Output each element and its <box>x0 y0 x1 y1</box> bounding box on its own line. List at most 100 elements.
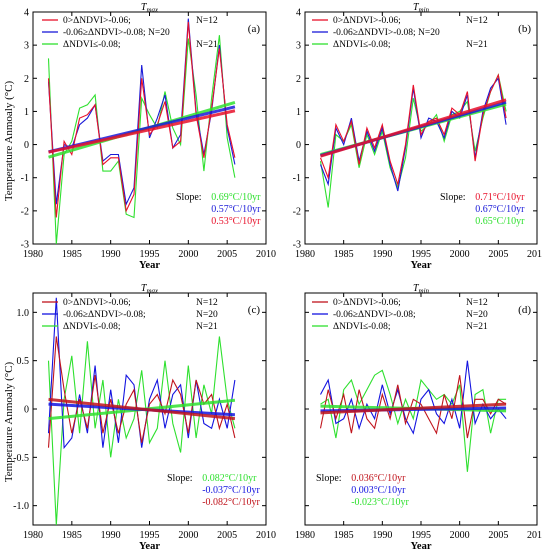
x-tick-label: 1980 <box>295 530 315 541</box>
x-tick-label: 1990 <box>101 249 121 260</box>
legend-label-2: ΔNDVI≤-0.08; <box>63 40 121 50</box>
slope-label: Slope: <box>167 473 193 484</box>
panel-letter: (a) <box>248 23 261 35</box>
y-tick-label: -1 <box>21 173 29 184</box>
x-tick-label: 2010 <box>527 530 542 541</box>
legend-n-2: N=21 <box>196 40 218 50</box>
legend-n-2: N=21 <box>466 40 488 50</box>
series-line-0 <box>47 336 236 448</box>
legend-n-1: N=20 <box>466 310 488 320</box>
legend-label-1: -0.06≥ΔNDVI>-0.08; N=20 <box>333 28 440 38</box>
legend-label-0: 0>ΔNDVI>-0.06; <box>63 298 131 308</box>
x-tick-label: 2005 <box>217 530 237 541</box>
x-tick-label: 1985 <box>334 249 354 260</box>
x-tick-label: 1990 <box>372 530 392 541</box>
series-line-2 <box>319 73 507 208</box>
trend-line-0 <box>48 397 236 421</box>
y-tick-label: 3 <box>24 41 29 52</box>
legend-n-0: N=12 <box>466 298 488 308</box>
panel-letter: (d) <box>518 304 531 316</box>
legend-label-2: ΔNDVI≤-0.08; <box>63 322 121 332</box>
y-tick-label: 4 <box>296 8 301 19</box>
slope-value-2: -0.023°C/10yr <box>351 497 409 508</box>
y-tick-label: 0 <box>296 140 301 151</box>
legend-n-0: N=12 <box>196 298 218 308</box>
x-tick-label: 2000 <box>178 249 198 260</box>
y-axis-label-top: Temperature Anmoaly (°C) <box>3 81 15 202</box>
x-tick-label: 1990 <box>101 530 121 541</box>
series-line-0 <box>47 21 236 218</box>
panel-title: Tmin <box>413 283 430 295</box>
slope-value-0: 0.71°C/10yr <box>475 192 525 203</box>
slope-label: Slope: <box>176 192 202 203</box>
slope-value-2: 0.082°C/10yr <box>202 473 257 484</box>
legend-label-1: -0.06≥ΔNDVI>-0.08; <box>63 310 146 320</box>
slope-value-1: -0.037°C/10yr <box>202 485 260 496</box>
legend-n-2: N=21 <box>196 322 218 332</box>
x-axis-label: Year <box>411 260 432 271</box>
y-tick-label: 2 <box>296 74 301 85</box>
slope-label: Slope: <box>440 192 466 203</box>
series-line-0 <box>319 73 507 187</box>
series-line-0 <box>319 375 507 439</box>
plot-area <box>319 73 507 208</box>
panel-letter: (c) <box>248 304 261 316</box>
legend-label-2: ΔNDVI≤-0.08; <box>333 322 391 332</box>
legend-label-0: 0>ΔNDVI>-0.06; <box>63 16 131 26</box>
slope-value-2: 0.69°C/10yr <box>211 192 261 203</box>
panel-d: 1980 1985 1990 1995 2000 2005 2010 Year Tmin (d) 0… <box>295 283 542 550</box>
series-line-2 <box>47 35 236 244</box>
y-tick-label: -1.0 <box>13 501 29 512</box>
x-tick-label: 1995 <box>411 249 431 260</box>
legend-label-1: -0.06≥ΔNDVI>-0.08; <box>333 310 416 320</box>
trend-line-0 <box>48 109 236 154</box>
panel-a: 1980 1985 1990 1995 2000 2005 2010 -3 -2 -1 0 1 2 3 4 Y… <box>21 2 276 271</box>
legend-n-0: N=12 <box>196 16 218 26</box>
x-tick-label: 2005 <box>217 249 237 260</box>
x-tick-label: 2010 <box>256 249 276 260</box>
y-tick-label: -3 <box>21 240 29 251</box>
slope-value-0: -0.082°C/10yr <box>202 497 260 508</box>
y-tick-label: 0 <box>24 405 29 416</box>
x-tick-label: 2005 <box>488 530 508 541</box>
x-tick-label: 1980 <box>295 249 315 260</box>
y-tick-label: 4 <box>24 8 29 19</box>
y-tick-label: 2 <box>24 74 29 85</box>
y-tick-label: 1 <box>296 107 301 118</box>
slope-value-1: 0.57°C/10yr <box>211 204 261 215</box>
panel-c: 1980 1985 1990 1995 2000 2005 2010 -1.0 -0.5 0 0.5… <box>13 283 276 550</box>
x-tick-label: 1980 <box>23 530 43 541</box>
x-axis-label: Year <box>139 541 160 550</box>
x-tick-label: 2000 <box>450 249 470 260</box>
x-tick-label: 2010 <box>256 530 276 541</box>
x-tick-label: 2000 <box>178 530 198 541</box>
y-axis-label-bottom: Temperature Anmoaly (°C) <box>3 362 15 483</box>
y-tick-label: 3 <box>296 41 301 52</box>
legend-label-0: 0>ΔNDVI>-0.06; <box>333 298 401 308</box>
x-tick-label: 1995 <box>140 249 160 260</box>
panels: 1980 1985 1990 1995 2000 2005 2010-3-2-101234Y… <box>13 2 542 550</box>
slope-value-2: 0.65°C/10yr <box>475 216 525 227</box>
panel-letter: (b) <box>518 23 531 35</box>
y-tick-label: 1.0 <box>17 308 30 319</box>
y-tick-label: -0.5 <box>13 453 29 464</box>
x-tick-label: 1985 <box>62 530 82 541</box>
legend-label-2: ΔNDVI≤-0.08; <box>333 40 391 50</box>
plot-area <box>47 18 236 244</box>
x-tick-label: 1990 <box>372 249 392 260</box>
panel-b: 1980 1985 1990 1995 2000 2005 2010 -3 -2 -1 0 1 2 3 4 Y… <box>293 2 542 271</box>
series-line-1 <box>47 297 236 450</box>
trend-line-0 <box>320 98 507 158</box>
series-line-2 <box>47 336 236 525</box>
x-tick-label: 1995 <box>140 530 160 541</box>
y-tick-label: 1 <box>24 107 29 118</box>
y-tick-label: 0 <box>24 140 29 151</box>
panel-title: Tmax <box>141 2 159 14</box>
slope-value-1: 0.67°C/10yr <box>475 204 525 215</box>
x-tick-label: 2000 <box>450 530 470 541</box>
legend-n-0: N=12 <box>466 16 488 26</box>
x-tick-label: 1985 <box>62 249 82 260</box>
slope-value-1: 0.003°C/10yr <box>351 485 406 496</box>
x-tick-label: 1980 <box>23 249 43 260</box>
panel-title: Tmax <box>141 283 159 295</box>
